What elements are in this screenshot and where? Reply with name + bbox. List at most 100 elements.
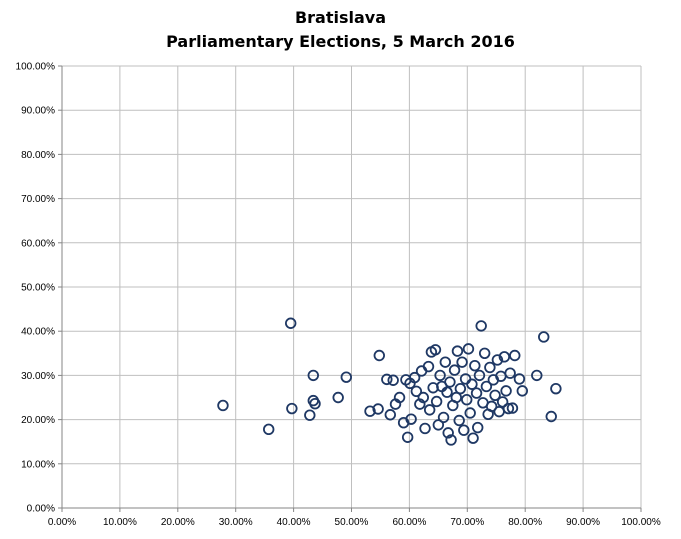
scatter-point	[531, 369, 543, 382]
scatter-point	[285, 317, 297, 329]
scatter-point	[432, 419, 445, 431]
gridlines	[62, 65, 642, 508]
y-tick-label: 30.00%	[21, 371, 55, 382]
scatter-point	[401, 431, 414, 443]
x-tick-label: 80.00%	[508, 517, 542, 528]
scatter-point	[441, 386, 453, 398]
scatter-point	[496, 396, 509, 408]
chart-title: Bratislava	[294, 8, 387, 27]
scatter-point	[506, 402, 519, 414]
x-tick-label: 0.00%	[48, 517, 76, 528]
y-tick-label: 40.00%	[21, 327, 55, 338]
scatter-point	[448, 364, 461, 376]
scatter-point	[458, 424, 470, 436]
scatter-point	[372, 403, 384, 415]
scatter-point	[472, 421, 484, 434]
axes	[58, 65, 642, 512]
y-tick-label: 0.00%	[27, 504, 55, 515]
scatter-point	[464, 407, 476, 419]
x-tick-label: 40.00%	[277, 517, 311, 528]
scatter-point	[445, 434, 457, 446]
scatter-point	[509, 349, 521, 362]
scatter-point	[456, 356, 468, 368]
scatter-point	[332, 391, 344, 404]
scatter-point	[500, 385, 512, 397]
y-tick-label: 10.00%	[21, 459, 55, 470]
scatter-point	[467, 432, 479, 444]
scatter-point	[309, 397, 321, 410]
scatter-point	[491, 354, 504, 366]
scatter-point	[408, 371, 421, 384]
scatter-point	[439, 356, 451, 368]
chart-title-block: Bratislava Parliamentary Elections, 5 Ma…	[0, 6, 681, 54]
scatter-point	[516, 385, 529, 397]
x-tick-label: 70.00%	[450, 517, 484, 528]
scatter-point	[384, 409, 396, 421]
scatter-point	[307, 369, 319, 382]
scatter-point	[364, 405, 376, 417]
scatter-point	[410, 385, 423, 398]
x-tick-label: 50.00%	[335, 517, 369, 528]
scatter-point	[373, 349, 385, 362]
scatter-point	[414, 398, 426, 410]
scatter-point	[493, 405, 505, 418]
y-tick-label: 70.00%	[21, 194, 55, 205]
scatter-point	[286, 402, 298, 415]
scatter-point	[478, 347, 491, 360]
x-tick-label: 60.00%	[392, 517, 426, 528]
x-tick-label: 100.00%	[621, 517, 661, 528]
scatter-point	[451, 345, 464, 357]
scatter-point	[442, 427, 454, 439]
scatter-point	[480, 380, 493, 393]
scatter-point	[475, 320, 487, 332]
y-tick-label: 80.00%	[21, 150, 55, 161]
scatter-point	[502, 402, 515, 415]
scatter-point	[429, 344, 442, 356]
scatter-point	[340, 371, 352, 383]
scatter-point	[263, 423, 275, 436]
scatter-point	[419, 422, 431, 435]
scatter-point	[498, 351, 511, 363]
scatter-point	[470, 387, 483, 399]
scatter-point	[461, 394, 473, 406]
y-tick-label: 60.00%	[21, 238, 55, 249]
scatter-point	[454, 382, 467, 395]
data-points	[217, 317, 562, 446]
x-tick-label: 10.00%	[103, 517, 137, 528]
scatter-point	[513, 373, 526, 385]
y-tick-label: 100.00%	[16, 62, 56, 73]
scatter-point	[469, 359, 481, 372]
scatter-point	[473, 369, 486, 382]
scatter-point	[450, 391, 462, 404]
scatter-point	[484, 361, 496, 374]
scatter-point	[381, 373, 393, 386]
y-axis-tick-labels: 0.00% 10.00% 20.00% 30.00% 40.00% 50.00% 60.00…	[16, 62, 56, 515]
scatter-point	[504, 367, 516, 379]
scatter-point	[453, 414, 465, 427]
scatter-point	[466, 378, 478, 390]
scatter-point	[545, 410, 557, 423]
scatter-point	[430, 395, 443, 408]
scatter-point	[387, 374, 399, 386]
scatter-point	[550, 382, 562, 395]
scatter-point	[444, 376, 456, 388]
scatter-point	[462, 343, 475, 355]
scatter-point	[423, 404, 436, 416]
x-tick-label: 90.00%	[566, 517, 600, 528]
x-axis-tick-labels: 0.00% 10.00% 20.00% 30.00% 40.00% 50.00% 60.00…	[48, 517, 661, 528]
x-tick-label: 20.00%	[161, 517, 195, 528]
x-tick-label: 30.00%	[219, 517, 253, 528]
y-tick-label: 20.00%	[21, 415, 55, 426]
scatter-point	[217, 399, 229, 412]
scatter-point	[405, 413, 417, 425]
y-tick-label: 50.00%	[21, 283, 55, 294]
scatter-point	[304, 409, 316, 421]
scatter-point	[422, 360, 435, 373]
scatter-point	[434, 369, 446, 382]
scatter-point	[485, 400, 498, 413]
scatter-point	[393, 391, 406, 404]
scatter-point	[437, 411, 450, 424]
scatter-point	[538, 331, 550, 343]
chart-subtitle: Parliamentary Elections, 5 March 2016	[166, 32, 515, 51]
